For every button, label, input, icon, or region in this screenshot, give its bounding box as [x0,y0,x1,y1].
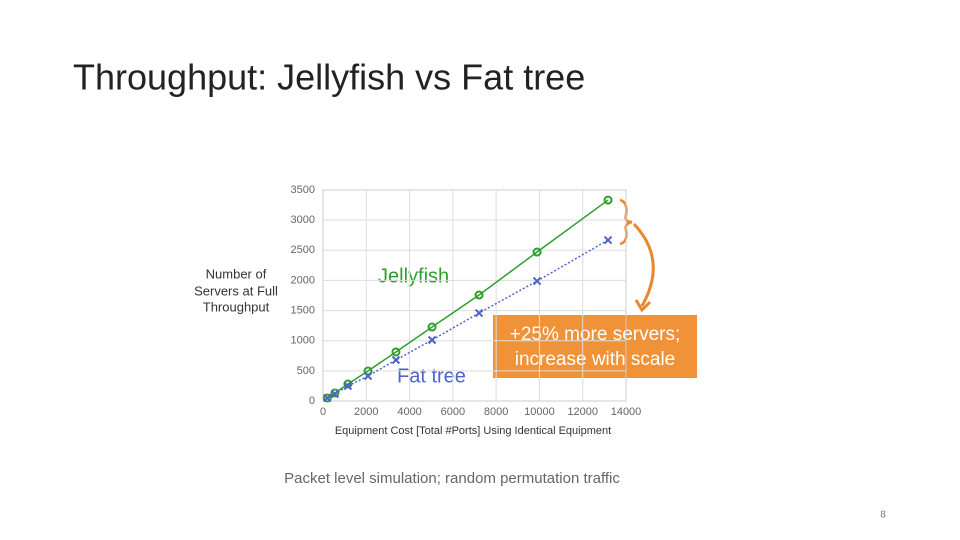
marker [330,388,340,398]
y-tick-label: 1500 [291,304,315,316]
marker [363,371,373,381]
series-line [326,199,609,399]
marker [532,276,542,286]
x-tick-label: 8000 [484,406,508,418]
x-axis-label: Equipment Cost [Total #Ports] Using Iden… [335,425,611,437]
legend-label: Fat tree [397,365,466,387]
caption: Packet level simulation; random permutat… [284,470,620,487]
marker [474,308,484,318]
annotation-box [493,315,697,378]
marker [322,393,332,403]
legend-label: Jellyfish [378,265,449,287]
marker [391,347,401,357]
marker [427,322,437,332]
y-tick-label: 0 [309,395,315,407]
y-tick-label: 1000 [291,335,315,347]
marker [427,335,437,345]
annotation: +25% more servers; [510,324,681,345]
marker [532,247,542,257]
arrow-head [634,299,652,313]
marker [391,355,401,365]
y-tick-label: 500 [297,365,315,377]
y-tick-label: 2000 [291,274,315,286]
y-axis-label: Throughput [203,299,270,314]
x-tick-label: 14000 [611,406,642,418]
annotation: increase with scale [515,349,676,370]
arrow [632,222,655,307]
y-tick-label: 3500 [291,184,315,196]
y-axis-label: Servers at Full [194,283,278,298]
series-line [326,239,609,399]
marker [343,379,353,389]
x-tick-label: 6000 [441,406,465,418]
marker [474,290,484,300]
x-tick-label: 0 [320,406,326,418]
marker [603,235,613,245]
marker [343,381,353,391]
plot-frame [322,189,627,402]
x-tick-label: 12000 [567,406,598,418]
x-tick-label: 10000 [524,406,555,418]
y-tick-label: 2500 [291,244,315,256]
x-tick-label: 2000 [354,406,378,418]
slide-title: Throughput: Jellyfish vs Fat tree [73,57,585,98]
marker [363,366,373,376]
marker [603,195,613,205]
marker [330,389,340,399]
y-axis-label: Number of [206,266,267,281]
x-tick-label: 4000 [397,406,421,418]
y-tick-label: 3000 [291,214,315,226]
page-number: 8 [880,510,886,521]
marker [323,393,332,403]
